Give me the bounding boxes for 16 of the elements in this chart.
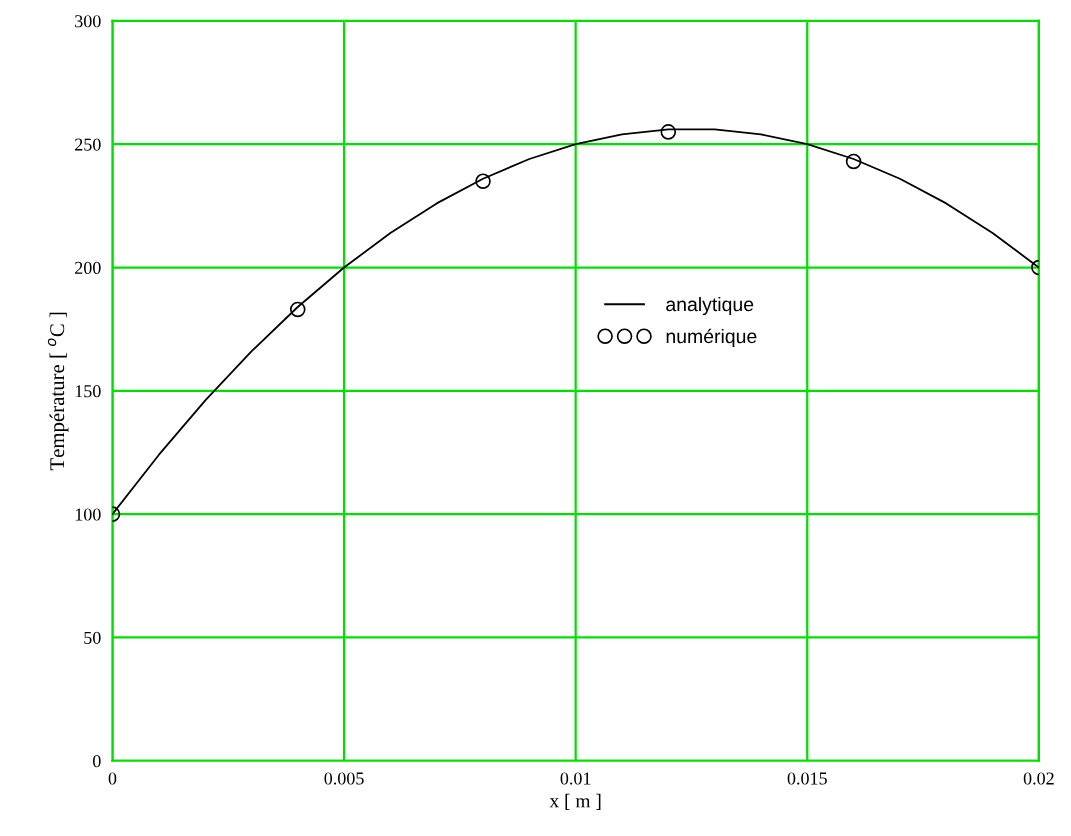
x-tick-label: 0.005 bbox=[324, 772, 364, 785]
y-tick-label: 300 bbox=[75, 15, 101, 28]
x-tick-label: 0 bbox=[108, 772, 117, 785]
x-axis-title: x [ m ] bbox=[549, 793, 601, 810]
y-tick-label: 50 bbox=[84, 631, 101, 644]
legend-label: analytique bbox=[666, 296, 754, 316]
x-tick-label: 0.015 bbox=[787, 772, 827, 785]
legend-label: numérique bbox=[666, 328, 757, 348]
y-tick-label: 200 bbox=[75, 261, 101, 274]
y-axis-title: Température [ $^{o}$C ] bbox=[47, 312, 69, 471]
y-tick-label: 150 bbox=[75, 385, 101, 398]
y-tick-label: 0 bbox=[93, 755, 101, 768]
x-tick-label: 0.02 bbox=[1023, 772, 1054, 785]
y-tick-label: 100 bbox=[75, 508, 101, 521]
x-tick-label: 0.01 bbox=[560, 772, 591, 785]
y-tick-label: 250 bbox=[75, 138, 101, 151]
